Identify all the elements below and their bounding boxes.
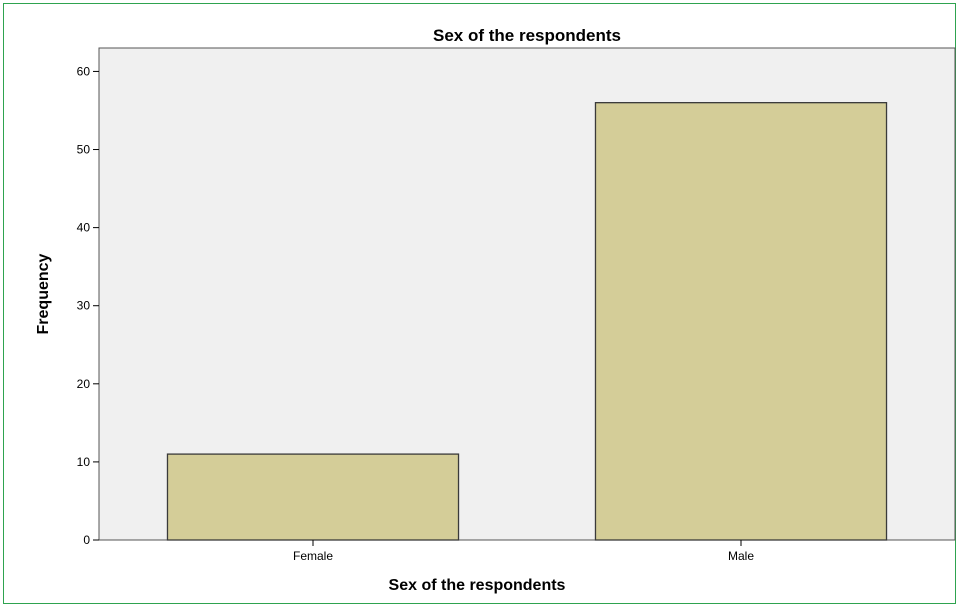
x-tick-label: Female (293, 549, 333, 563)
y-axis: 0 10 20 30 40 50 60 (77, 64, 99, 547)
y-tick-label: 10 (77, 455, 91, 469)
y-axis-title: Frequency (35, 253, 52, 334)
bar-male (595, 103, 886, 540)
x-tick-label: Male (728, 549, 754, 563)
chart-frame: Sex of the respondents 0 10 20 30 40 50 60 Fem… (3, 3, 956, 604)
bar-female (167, 454, 458, 540)
chart-title: Sex of the respondents (433, 26, 621, 45)
y-tick-label: 50 (77, 143, 91, 157)
y-tick-label: 30 (77, 299, 91, 313)
bar-chart: Sex of the respondents 0 10 20 30 40 50 60 Fem… (4, 4, 957, 605)
y-tick-label: 40 (77, 221, 91, 235)
y-tick-label: 0 (83, 533, 90, 547)
x-axis-title: Sex of the respondents (389, 577, 566, 594)
y-tick-label: 20 (77, 377, 91, 391)
x-axis: Female Male (293, 540, 754, 563)
y-tick-label: 60 (77, 64, 91, 78)
